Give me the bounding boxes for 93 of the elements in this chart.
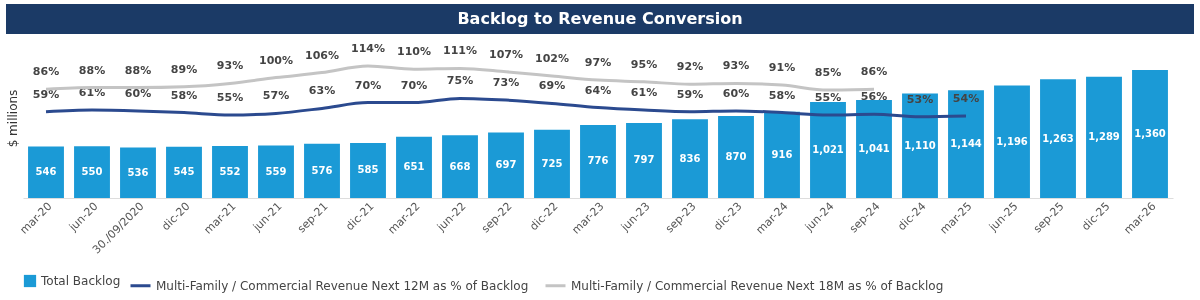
data-label: 91% <box>768 61 796 75</box>
bar <box>304 143 340 198</box>
data-label: 776 <box>587 155 609 167</box>
data-label: 559 <box>265 165 287 177</box>
bar <box>580 124 616 198</box>
data-label: 75% <box>446 74 474 88</box>
data-label: 86% <box>32 65 60 79</box>
bar <box>672 119 708 198</box>
data-label: 870 <box>725 151 747 163</box>
data-label: 110% <box>397 45 431 59</box>
data-label: 550 <box>81 166 103 178</box>
data-label: 70% <box>400 78 428 92</box>
bar <box>120 147 156 198</box>
data-label: 86% <box>860 65 888 79</box>
data-label: 63% <box>308 84 336 98</box>
data-label: 536 <box>127 166 149 178</box>
data-label: 1,196 <box>996 135 1028 147</box>
bar <box>994 85 1030 198</box>
legend-label: Multi-Family / Commercial Revenue Next 12M as % of Backlog <box>156 278 529 293</box>
bar <box>396 136 432 198</box>
data-label: 1,263 <box>1042 132 1074 144</box>
data-label: 552 <box>219 166 241 178</box>
data-label: 88% <box>124 63 152 77</box>
data-label: 70% <box>354 78 382 92</box>
data-label: 55% <box>814 91 842 105</box>
bar <box>488 132 524 198</box>
data-label: 106% <box>305 48 339 62</box>
bar <box>74 146 110 198</box>
bar <box>948 90 984 198</box>
bar <box>626 122 662 198</box>
data-label: 95% <box>630 57 658 71</box>
data-label: 85% <box>814 66 842 80</box>
data-label: 668 <box>449 160 471 172</box>
data-label: 58% <box>768 88 796 102</box>
bar <box>810 101 846 198</box>
data-label: 57% <box>262 89 290 103</box>
bar <box>718 116 754 198</box>
data-label: 1,289 <box>1088 131 1120 143</box>
data-label: 73% <box>492 76 520 90</box>
data-label: 576 <box>311 164 333 176</box>
data-label: 53% <box>906 92 934 106</box>
data-label: 836 <box>679 152 701 164</box>
bar <box>350 142 386 198</box>
data-label: 88% <box>78 63 106 77</box>
bar <box>212 146 248 198</box>
bar <box>764 111 800 198</box>
data-label: 1,144 <box>950 138 982 150</box>
data-label: 64% <box>584 83 612 97</box>
data-label: 916 <box>771 148 793 160</box>
chart-title: Backlog to Revenue Conversion <box>6 4 1194 34</box>
data-label: 651 <box>403 161 425 173</box>
data-label: 61% <box>630 86 658 100</box>
data-label: 1,110 <box>904 139 936 151</box>
data-label: 54% <box>952 91 980 105</box>
data-label: 60% <box>124 86 152 100</box>
data-label: 69% <box>538 79 566 93</box>
data-label: 797 <box>633 154 655 166</box>
data-label: 546 <box>35 166 57 178</box>
data-label: 97% <box>584 56 612 70</box>
data-label: 725 <box>541 157 563 169</box>
data-label: 1,041 <box>858 143 890 155</box>
bar <box>258 145 294 198</box>
bar <box>856 100 892 198</box>
data-label: 1,360 <box>1134 128 1166 139</box>
data-label: 59% <box>676 87 704 101</box>
bar <box>28 146 64 198</box>
bar <box>1040 79 1076 198</box>
bar <box>1086 76 1122 198</box>
data-label: 585 <box>357 164 379 176</box>
data-label: 107% <box>489 47 523 61</box>
data-label: 1,021 <box>812 143 844 155</box>
legend-label: Total Backlog <box>40 274 121 288</box>
data-label: 93% <box>216 59 244 73</box>
data-label: 697 <box>495 159 517 171</box>
data-label: 545 <box>173 166 195 178</box>
data-label: 89% <box>170 62 198 76</box>
y-axis-title: $ millions <box>5 89 20 148</box>
data-label: 58% <box>170 88 198 102</box>
bar <box>1132 70 1168 198</box>
data-label: 55% <box>216 91 244 105</box>
bar <box>442 135 478 198</box>
data-label: 114% <box>351 41 385 55</box>
data-label: 93% <box>722 59 750 73</box>
bar <box>534 129 570 198</box>
data-label: 92% <box>676 60 704 74</box>
legend-label: Multi-Family / Commercial Revenue Next 18M as % of Backlog <box>571 278 944 293</box>
data-label: 56% <box>860 90 888 104</box>
bar <box>166 146 202 198</box>
data-label: 60% <box>722 86 750 100</box>
data-label: 100% <box>259 53 293 67</box>
data-label: 59% <box>32 87 60 101</box>
data-label: 111% <box>443 44 477 58</box>
data-label: 102% <box>535 51 569 65</box>
